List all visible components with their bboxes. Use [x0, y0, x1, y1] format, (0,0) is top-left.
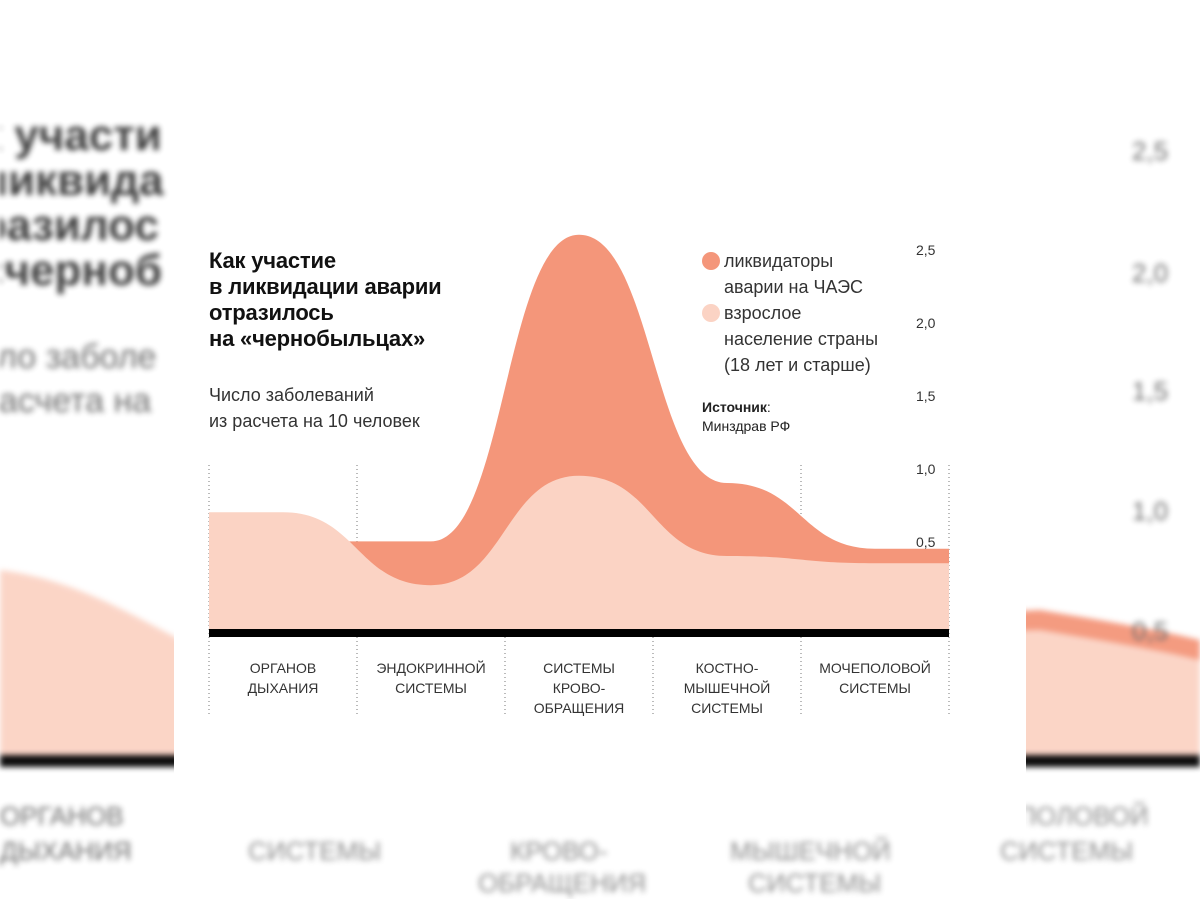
legend-label-population: взрослое население страны (18 лет и стар… [724, 303, 879, 375]
category-label: СИСТЕМЫ КРОВО- ОБРАЩЕНИЯ [533, 660, 625, 716]
y-tick-label: 2,5 [916, 242, 936, 258]
background-label: ОРГАНОВ [0, 801, 124, 831]
category-label: ЭНДОКРИННОЙ СИСТЕМЫ [376, 660, 486, 696]
source-note: Источник: Минздрав РФ [702, 399, 791, 434]
background-label: СИСТЕМЫ [748, 868, 881, 898]
background-tick: 2,5 [1132, 136, 1168, 166]
background-label: СИСТЕМЫ [248, 836, 381, 866]
y-tick-label: 0,5 [916, 534, 936, 550]
background-subtitle-fragment: сло заболе [0, 338, 156, 376]
y-tick-label: 1,5 [916, 388, 936, 404]
chart-baseline [209, 629, 949, 637]
legend-swatch-population [702, 304, 720, 322]
area-chart [208, 234, 950, 714]
background-tick: 0,5 [1132, 616, 1168, 646]
background-title-fragment: «черноб [0, 246, 162, 295]
category-label: КОСТНО- МЫШЕЧНОЙ СИСТЕМЫ [683, 660, 771, 716]
category-label: МОЧЕПОЛОВОЙ СИСТЕМЫ [819, 660, 931, 696]
background-label: МЫШЕЧНОЙ [730, 836, 891, 866]
source-value: Минздрав РФ [702, 418, 791, 434]
source-label: Источник [702, 399, 767, 415]
y-tick-label: 1,0 [916, 461, 936, 477]
background-tick: 1,0 [1132, 496, 1168, 526]
population-area [209, 475, 949, 629]
background-subtitle-fragment: расчета на [0, 382, 151, 420]
background-title-fragment: ликвида [0, 156, 164, 205]
legend-item-liquidators: ликвидаторы аварии на ЧАЭС [702, 248, 902, 300]
legend: ликвидаторы аварии на ЧАЭС взрослое насе… [702, 248, 902, 378]
background-title-fragment: разилос [0, 201, 159, 250]
chart-subtitle: Число заболеваний из расчета на 10 челов… [209, 385, 420, 431]
y-tick-label: 2,0 [916, 315, 936, 331]
chart-title: Как участие в ликвидации аварии отразило… [209, 248, 442, 351]
legend-swatch-liquidators [702, 252, 720, 270]
background-label: КРОВО- [510, 836, 608, 866]
background-label: ОБРАЩЕНИЯ [478, 868, 646, 898]
background-tick: 1,5 [1132, 376, 1168, 406]
background-title-fragment: к участи [0, 111, 162, 160]
legend-label-liquidators: ликвидаторы аварии на ЧАЭС [724, 251, 863, 297]
liquidators-area [209, 234, 949, 630]
infographic-card: Как участие в ликвидации аварии отразило… [174, 72, 1026, 832]
background-label: ДЫХАНИЯ [0, 836, 132, 866]
background-tick: 2,0 [1132, 258, 1168, 288]
background-label: СИСТЕМЫ [1000, 836, 1133, 866]
legend-item-population: взрослое население страны (18 лет и стар… [702, 300, 902, 378]
category-label: ОРГАНОВ ДЫХАНИЯ [247, 660, 319, 696]
